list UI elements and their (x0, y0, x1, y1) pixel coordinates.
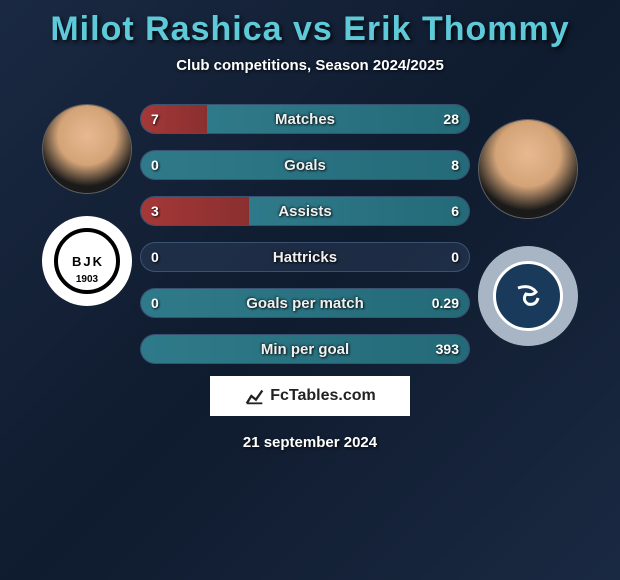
subtitle: Club competitions, Season 2024/2025 (176, 57, 444, 74)
branding-text: FcTables.com (270, 387, 376, 405)
stat-value-right: 393 (436, 341, 459, 357)
date-label: 21 september 2024 (243, 434, 377, 451)
stat-row: 0Goals per match0.29 (140, 288, 470, 318)
stat-value-right: 28 (443, 111, 459, 127)
stat-label: Min per goal (141, 341, 469, 358)
stat-label: Goals per match (141, 295, 469, 312)
stat-row: Min per goal393 (140, 334, 470, 364)
avatar-face-icon (479, 120, 577, 218)
besiktas-letter: K (93, 254, 102, 269)
page-title: Milot Rashica vs Erik Thommy (50, 10, 569, 49)
stat-row: 0Hattricks0 (140, 242, 470, 272)
player-left-avatar (42, 104, 132, 194)
stat-row: 0Goals8 (140, 150, 470, 180)
besiktas-icon: B J K 1903 (51, 225, 123, 297)
stat-value-right: 8 (451, 157, 459, 173)
stat-value-right: 6 (451, 203, 459, 219)
infographic-container: Milot Rashica vs Erik Thommy Club compet… (0, 0, 620, 580)
club-year: 1903 (76, 274, 98, 285)
sporting-sc-icon (508, 276, 548, 316)
stat-label: Matches (141, 111, 469, 128)
sporting-kc-icon (493, 261, 563, 331)
stat-label: Hattricks (141, 249, 469, 266)
besiktas-letter: B (72, 254, 81, 269)
stats-column: 7Matches280Goals83Assists60Hattricks00Go… (140, 99, 470, 364)
stat-row: 3Assists6 (140, 196, 470, 226)
stat-label: Assists (141, 203, 469, 220)
branding-badge: FcTables.com (210, 376, 410, 416)
club-left-logo: B J K 1903 (42, 216, 132, 306)
stat-row: 7Matches28 (140, 104, 470, 134)
right-side (478, 99, 578, 346)
player-right-avatar (478, 119, 578, 219)
stat-label: Goals (141, 157, 469, 174)
stat-value-right: 0.29 (432, 295, 459, 311)
content-row: B J K 1903 7Matches280Goals83Assists60Ha… (0, 99, 620, 364)
stat-value-right: 0 (451, 249, 459, 265)
chart-icon (244, 385, 266, 407)
left-side: B J K 1903 (42, 99, 132, 306)
avatar-face-icon (43, 105, 131, 193)
besiktas-letter: J (83, 254, 90, 269)
club-right-logo (478, 246, 578, 346)
